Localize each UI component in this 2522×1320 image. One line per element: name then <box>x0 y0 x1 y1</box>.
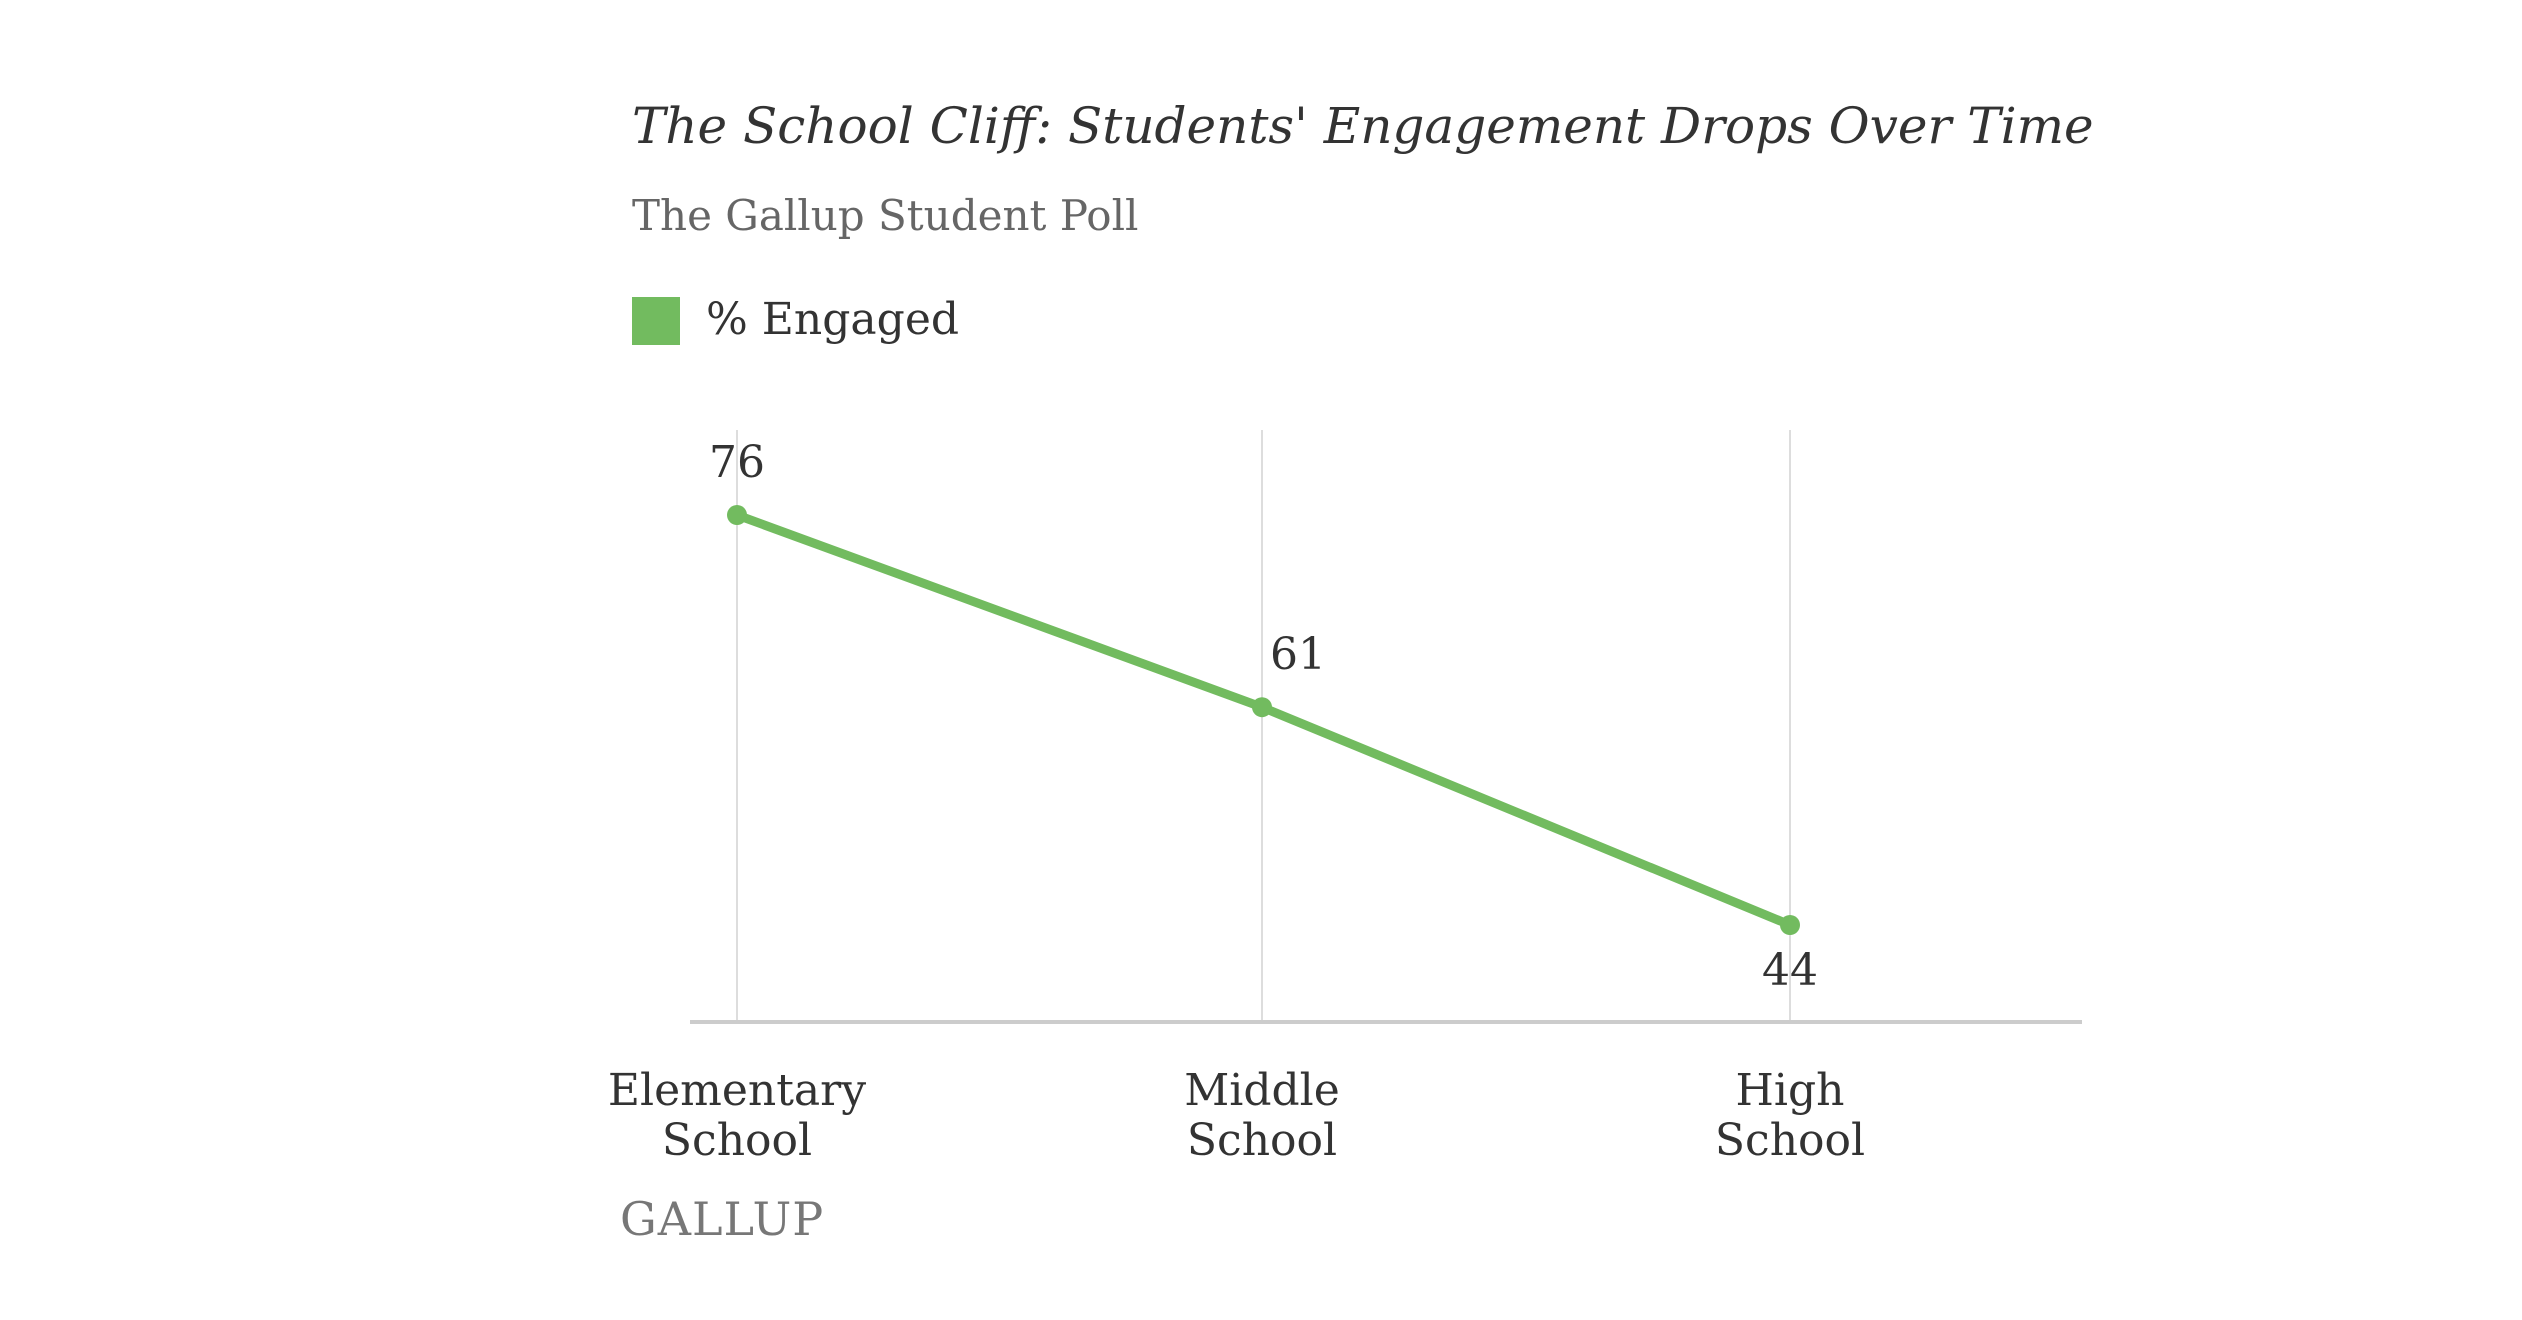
data-label: 44 <box>1762 945 1818 996</box>
legend-swatch <box>632 297 680 345</box>
series-engaged <box>727 505 1800 935</box>
chart-title: The School Cliff: Students' Engagement D… <box>632 97 2094 155</box>
data-point <box>727 505 747 525</box>
series-line <box>732 510 1795 930</box>
legend-label: % Engaged <box>706 294 959 345</box>
data-label: 61 <box>1270 629 1326 680</box>
gallup-logo: GALLUP <box>620 1192 824 1246</box>
data-point <box>1780 915 1800 935</box>
data-point <box>1252 697 1272 718</box>
x-tick-label: High School <box>1715 1065 1865 1166</box>
x-tick-label: Middle School <box>1184 1065 1340 1166</box>
legend: % Engaged <box>632 294 959 345</box>
grid-lines <box>736 430 1791 1022</box>
data-labels: 76 61 44 <box>709 437 1818 996</box>
data-label: 76 <box>709 437 765 488</box>
chart-subtitle: The Gallup Student Poll <box>632 191 1138 240</box>
x-tick-labels: Elementary School Middle School High School <box>608 1065 1865 1166</box>
x-tick-label: Elementary School <box>608 1065 866 1166</box>
